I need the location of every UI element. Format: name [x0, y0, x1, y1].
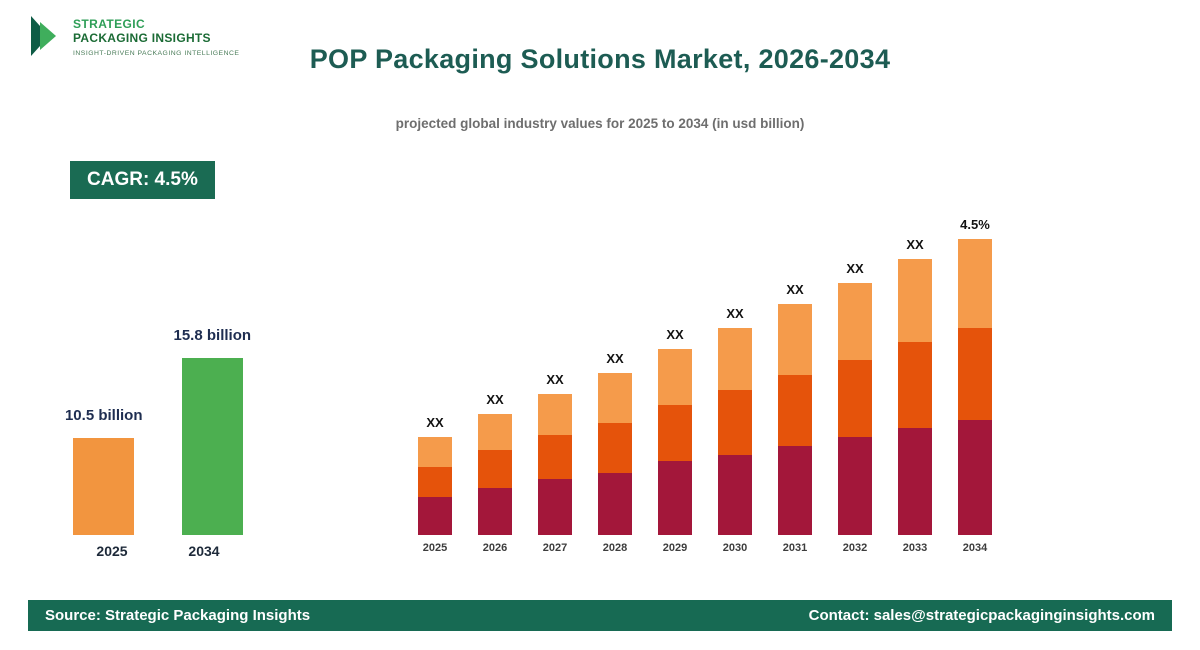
stacked-bar — [838, 283, 872, 535]
footer-contact: Contact: sales@strategicpackaginginsight… — [808, 607, 1155, 624]
bar-2025 — [73, 438, 135, 535]
bar-segment-middle — [898, 342, 932, 428]
x-tick-label: 2034 — [962, 542, 988, 554]
bar-segment-top — [838, 283, 872, 360]
bar-group: XX — [765, 282, 825, 535]
x-tick-label: 2034 — [188, 543, 220, 559]
bar-segment-top — [658, 349, 692, 405]
stacked-bar — [898, 259, 932, 535]
bar-value-label: XX — [546, 372, 564, 387]
bar-segment-top — [478, 414, 512, 450]
stacked-bar — [958, 239, 992, 535]
bar-segment-bottom — [478, 488, 512, 535]
bar-segment-bottom — [838, 437, 872, 535]
bar-group: XX — [825, 261, 885, 535]
bar-segment-middle — [598, 423, 632, 473]
stacked-bar — [538, 394, 572, 535]
stacked-x-axis: 2025 2026 2027 2028 2029 2030 2031 2032 2033 2034 — [405, 542, 1005, 554]
bar-value-label: XX — [606, 351, 624, 366]
logo-tagline: INSIGHT-DRIVEN PACKAGING INTELLIGENCE — [73, 49, 240, 57]
bar-segment-middle — [958, 328, 992, 420]
logo-chevron-icon — [31, 16, 56, 56]
stacked-bars: XX XX XX XX XX XX XX XX XX 4.5% — [405, 195, 1005, 535]
x-tick-label: 2029 — [662, 542, 688, 554]
bar-group: XX — [645, 327, 705, 535]
bar-group: XX — [885, 237, 945, 535]
bar-2034 — [181, 358, 243, 535]
bar-segment-top — [598, 373, 632, 423]
bar-value-label: XX — [666, 327, 684, 342]
logo-line2: PACKAGING INSIGHTS — [73, 31, 211, 46]
bar-segment-middle — [718, 390, 752, 455]
bar-value-label: XX — [426, 415, 444, 430]
bar-value-label: 4.5% — [960, 217, 990, 232]
highlight-chart: 10.5 billion 15.8 billion 2025 2034 — [65, 318, 251, 559]
stacked-bar — [478, 414, 512, 535]
x-tick-label: 2025 — [422, 542, 448, 554]
cagr-badge: CAGR: 4.5% — [70, 161, 215, 199]
bar-segment-top — [718, 328, 752, 390]
bar-segment-middle — [658, 405, 692, 461]
bar-segment-top — [898, 259, 932, 342]
bar-group: XX — [405, 415, 465, 535]
bar-segment-bottom — [718, 455, 752, 535]
highlight-bars: 10.5 billion 15.8 billion — [65, 318, 251, 535]
bar-segment-middle — [778, 375, 812, 446]
x-tick-label: 2033 — [902, 542, 928, 554]
page-title: POP Packaging Solutions Market, 2026-203… — [309, 44, 891, 74]
bar-segment-bottom — [598, 473, 632, 535]
bar-segment-middle — [418, 467, 452, 497]
bar-group: 4.5% — [945, 217, 1005, 535]
x-tick-label: 2026 — [482, 542, 508, 554]
x-tick-label: 2027 — [542, 542, 568, 554]
bar-group: XX — [465, 392, 525, 535]
bar-segment-middle — [478, 450, 512, 488]
bar-segment-bottom — [538, 479, 572, 535]
x-tick-label: 2032 — [842, 542, 868, 554]
bar-value-label: 15.8 billion — [173, 327, 252, 344]
bar-value-label: 10.5 billion — [64, 407, 143, 424]
bar-segment-top — [538, 394, 572, 435]
logo: STRATEGIC PACKAGING INSIGHTS INSIGHT-DRI… — [30, 14, 239, 58]
bar-segment-middle — [538, 435, 572, 479]
bar-segment-middle — [838, 360, 872, 437]
stacked-chart: XX XX XX XX XX XX XX XX XX 4.5% 2025 2026 2027 2028 2… — [405, 195, 1005, 554]
footer-source: Source: Strategic Packaging Insights — [45, 607, 311, 624]
bar-segment-top — [778, 304, 812, 375]
stacked-bar — [418, 437, 452, 535]
footer-bar: Source: Strategic Packaging Insights Con… — [28, 600, 1172, 631]
page-subtitle: projected global industry values for 202… — [395, 116, 805, 131]
bar-segment-bottom — [418, 497, 452, 535]
bar-group: XX — [525, 372, 585, 535]
stacked-bar — [718, 328, 752, 535]
bar-segment-bottom — [658, 461, 692, 535]
highlight-x-axis: 2025 2034 — [68, 543, 248, 559]
highlight-col-2025: 10.5 billion — [65, 407, 143, 535]
bar-segment-top — [418, 437, 452, 467]
bar-segment-top — [958, 239, 992, 328]
stacked-bar — [778, 304, 812, 535]
bar-value-label: XX — [846, 261, 864, 276]
bar-value-label: XX — [786, 282, 804, 297]
highlight-col-2034: 15.8 billion — [173, 327, 252, 535]
bar-value-label: XX — [486, 392, 504, 407]
bar-group: XX — [585, 351, 645, 535]
bar-group: XX — [705, 306, 765, 535]
bar-value-label: XX — [726, 306, 744, 321]
stacked-bar — [658, 349, 692, 535]
stacked-bar — [598, 373, 632, 535]
x-tick-label: 2028 — [602, 542, 628, 554]
x-tick-label: 2025 — [96, 543, 128, 559]
x-tick-label: 2031 — [782, 542, 808, 554]
bar-value-label: XX — [906, 237, 924, 252]
bar-segment-bottom — [958, 420, 992, 535]
x-tick-label: 2030 — [722, 542, 748, 554]
bar-segment-bottom — [778, 446, 812, 535]
logo-line1: STRATEGIC — [73, 17, 146, 31]
logo-text: STRATEGIC PACKAGING INSIGHTS INSIGHT-DRI… — [73, 14, 239, 57]
bar-segment-bottom — [898, 428, 932, 535]
